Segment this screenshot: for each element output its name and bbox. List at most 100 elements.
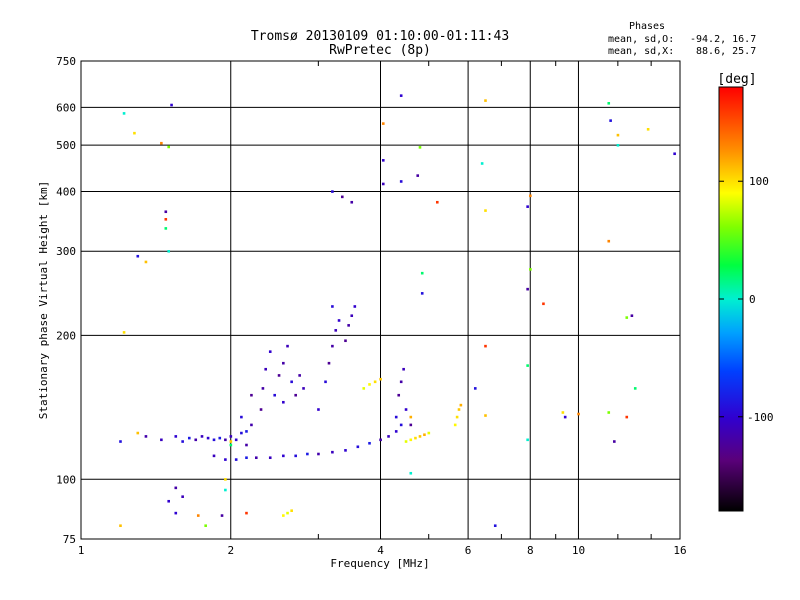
data-point — [630, 314, 634, 318]
x-tick-label: 10 — [572, 544, 585, 557]
data-point — [181, 495, 184, 498]
stats-x-label: mean, sd,X: — [608, 46, 674, 57]
data-point — [224, 458, 227, 461]
data-point — [286, 511, 289, 515]
data-point — [529, 194, 532, 198]
data-point — [133, 131, 136, 135]
data-point — [164, 218, 168, 221]
data-point — [399, 94, 403, 97]
chart-title: Tromsø 20130109 01:10:00-01:11:43 — [251, 29, 509, 44]
data-point — [167, 499, 170, 503]
data-point — [416, 174, 420, 177]
data-point — [240, 431, 243, 435]
data-point — [302, 387, 305, 390]
y-tick-label: 200 — [56, 329, 76, 342]
data-point — [347, 324, 350, 327]
data-point — [306, 452, 309, 456]
data-point — [196, 514, 200, 517]
data-point — [362, 387, 366, 390]
data-point — [633, 387, 637, 390]
data-point — [240, 415, 243, 419]
data-point — [526, 438, 529, 442]
data-point — [526, 364, 529, 367]
colorbar-ticks: 100 0 -100 — [719, 175, 774, 424]
data-point — [167, 250, 170, 253]
data-point — [561, 411, 565, 414]
data-point — [526, 287, 529, 291]
data-point — [399, 380, 403, 384]
data-point — [212, 454, 216, 458]
data-point — [286, 344, 289, 348]
data-point — [277, 374, 281, 377]
data-point — [350, 314, 354, 318]
data-point — [379, 438, 382, 442]
x-tick-label: 4 — [377, 544, 384, 557]
data-point — [268, 350, 272, 353]
data-point — [294, 454, 297, 458]
data-point — [250, 393, 253, 397]
colorbar-tick-label: 0 — [749, 293, 756, 306]
data-point — [194, 438, 198, 442]
data-point — [331, 450, 334, 454]
data-point — [136, 254, 140, 258]
data-point — [484, 414, 487, 417]
data-point — [420, 292, 424, 295]
data-point — [607, 102, 611, 105]
data-point — [122, 112, 126, 115]
data-points — [119, 94, 676, 528]
data-point — [224, 438, 227, 442]
y-tick-label: 100 — [56, 473, 76, 486]
data-point — [174, 435, 178, 438]
data-point — [282, 400, 285, 404]
data-point — [646, 127, 650, 131]
data-point — [337, 319, 341, 322]
plot-area: 1 2 4 6 8 10 16 75 100 200 300 400 500 600 750 — [56, 55, 687, 557]
colorbar-tick-label: 100 — [749, 175, 769, 188]
data-point — [206, 436, 210, 440]
data-point — [399, 180, 403, 183]
data-point — [144, 260, 148, 264]
data-point — [435, 200, 439, 204]
data-point — [187, 436, 191, 440]
data-point — [480, 162, 484, 165]
data-point — [344, 339, 347, 343]
data-point — [409, 415, 413, 419]
data-point — [234, 458, 238, 461]
data-point — [229, 435, 233, 438]
colorbar-label: [deg] — [717, 72, 756, 87]
data-point — [625, 415, 629, 419]
data-point — [399, 423, 403, 427]
data-point — [290, 380, 293, 384]
data-point — [484, 99, 487, 102]
data-point — [317, 452, 320, 456]
data-point — [542, 302, 545, 306]
data-point — [613, 440, 616, 443]
data-point — [204, 524, 207, 528]
data-point — [164, 227, 168, 230]
data-point — [170, 103, 173, 107]
data-point — [427, 431, 431, 435]
data-point — [119, 524, 122, 528]
data-point — [381, 182, 385, 186]
data-point — [136, 431, 140, 435]
x-tick-labels: 1 2 4 6 8 10 16 — [78, 544, 687, 557]
data-point — [409, 471, 413, 475]
data-point — [350, 200, 354, 204]
data-point — [282, 361, 285, 365]
grid-lines — [81, 61, 680, 539]
data-point — [563, 415, 567, 419]
data-point — [273, 393, 276, 397]
data-point — [609, 119, 612, 122]
data-point — [453, 423, 457, 427]
data-point — [616, 143, 620, 147]
data-point — [616, 133, 620, 137]
data-point — [160, 438, 163, 442]
data-point — [394, 430, 398, 433]
data-point — [261, 387, 265, 390]
data-point — [344, 449, 347, 452]
data-point — [625, 316, 629, 319]
data-point — [493, 524, 497, 528]
data-point — [224, 478, 227, 481]
data-point — [409, 423, 413, 427]
